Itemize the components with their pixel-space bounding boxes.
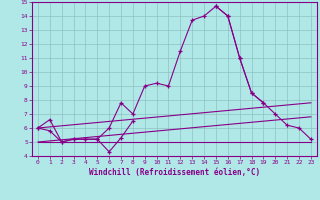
X-axis label: Windchill (Refroidissement éolien,°C): Windchill (Refroidissement éolien,°C) <box>89 168 260 177</box>
